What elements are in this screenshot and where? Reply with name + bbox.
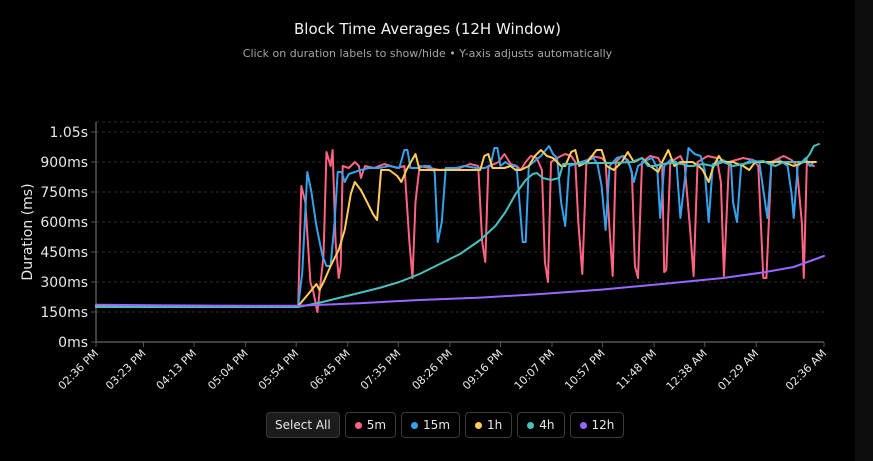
x-tick-label: 02:36 PM <box>56 347 101 392</box>
x-tick-label: 09:16 PM <box>460 347 505 392</box>
x-tick-label: 10:07 PM <box>512 347 557 392</box>
legend-label: 12h <box>591 418 615 432</box>
line-chart: 0ms 150ms 300ms 450ms 600ms 750ms 900ms 1.05s 0… <box>20 121 829 393</box>
y-tick-label: 750ms <box>40 185 88 201</box>
x-tick-label: 10:57 PM <box>562 347 607 392</box>
legend-dot-icon <box>354 421 362 429</box>
legend-toggle-15m[interactable]: 15m <box>401 412 461 438</box>
legend-toggle-1h[interactable]: 1h <box>465 412 513 438</box>
legend: Select All 5m 15m 1h 4h 12h <box>266 412 625 438</box>
y-tick-label: 450ms <box>40 245 88 261</box>
legend-dot-icon <box>579 421 587 429</box>
legend-toggle-4h[interactable]: 4h <box>517 412 565 438</box>
legend-label: 1h <box>487 418 503 432</box>
x-tick-label: 02:36 AM <box>783 347 829 393</box>
legend-dot-icon <box>475 421 483 429</box>
x-tick-labels: 02:36 PM 03:23 PM 04:13 PM 05:04 PM 05:54 PM… <box>56 347 829 393</box>
x-tick-label: 01:29 AM <box>715 347 761 393</box>
y-tick-label: 1.05s <box>50 125 88 141</box>
chart-card <box>0 0 855 461</box>
series-lines <box>95 143 825 313</box>
x-tick-label: 06:45 PM <box>307 347 352 392</box>
legend-toggle-5m[interactable]: 5m <box>344 412 397 438</box>
legend-label: 4h <box>539 418 555 432</box>
select-all-label: Select All <box>275 418 331 432</box>
x-tick-label: 05:04 PM <box>205 347 250 392</box>
x-tick-label: 04:13 PM <box>154 347 199 392</box>
grid-lines <box>96 121 824 313</box>
chart-title: Block Time Averages (12H Window) <box>294 20 561 38</box>
series-line-15m <box>95 145 815 307</box>
axes <box>91 122 825 347</box>
y-tick-label: 300ms <box>40 275 88 291</box>
y-tick-label: 600ms <box>40 215 88 231</box>
series-line-12h <box>95 255 825 307</box>
x-tick-label: 07:35 PM <box>358 347 403 392</box>
x-tick-label: 08:26 PM <box>410 347 455 392</box>
legend-dot-icon <box>527 421 535 429</box>
series-line-1h <box>95 149 817 307</box>
side-panel <box>855 0 873 461</box>
select-all-button[interactable]: Select All <box>266 412 340 438</box>
x-tick-label: 05:54 PM <box>256 347 301 392</box>
x-tick-label: 12:38 AM <box>664 347 710 393</box>
series-line-4h <box>95 143 820 308</box>
legend-label: 15m <box>423 418 451 432</box>
legend-dot-icon <box>411 421 419 429</box>
y-tick-label: 900ms <box>40 155 88 171</box>
y-tick-label: 0ms <box>58 335 88 351</box>
x-tick-label: 03:23 PM <box>103 347 148 392</box>
chart-subtitle: Click on duration labels to show/hide • … <box>242 47 613 60</box>
x-tick-label: 11:48 PM <box>614 347 659 392</box>
y-tick-label: 150ms <box>40 305 88 321</box>
y-axis-label: Duration (ms) <box>20 183 36 280</box>
legend-toggle-12h[interactable]: 12h <box>569 412 625 438</box>
y-tick-labels: 0ms 150ms 300ms 450ms 600ms 750ms 900ms 1.05s <box>40 125 88 351</box>
legend-label: 5m <box>366 418 387 432</box>
series-line-5m <box>95 149 815 313</box>
